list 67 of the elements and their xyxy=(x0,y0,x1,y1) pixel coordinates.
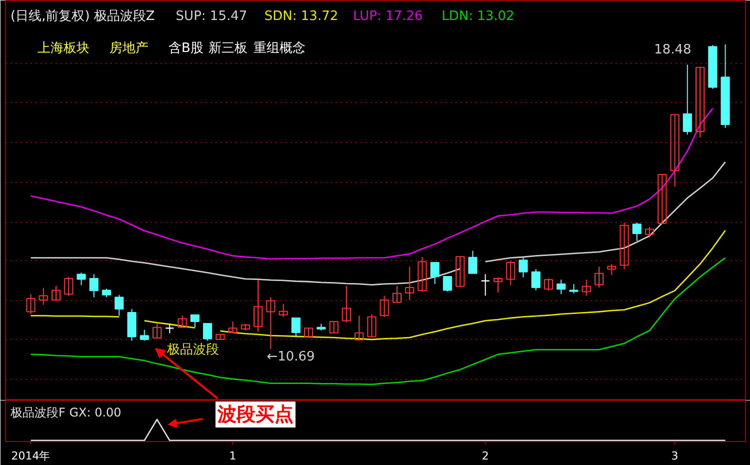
candlestick xyxy=(569,283,578,294)
candlestick xyxy=(51,285,61,301)
candlestick xyxy=(203,322,212,342)
candlestick xyxy=(114,294,124,316)
x-tick-label: 2 xyxy=(482,450,489,462)
candlestick xyxy=(456,256,465,287)
annotation: ←10.69 xyxy=(266,349,315,364)
candlestick xyxy=(304,328,314,338)
candlestick xyxy=(658,174,667,224)
candlestick xyxy=(178,315,187,328)
candlestick xyxy=(165,323,174,334)
candlestick xyxy=(89,274,98,298)
candlestick xyxy=(620,222,629,270)
candlestick xyxy=(405,266,414,301)
candlestick xyxy=(442,276,452,292)
candlestick xyxy=(468,250,478,274)
x-tick-label: 3 xyxy=(671,450,678,462)
annotation: 波段买点 xyxy=(216,404,294,426)
candlestick xyxy=(367,314,376,338)
text: LUP: 17.26 xyxy=(353,9,423,24)
x-tick-label: 2014年 xyxy=(11,450,50,462)
candlestick xyxy=(342,285,351,323)
candlestick xyxy=(670,114,680,188)
candlestick xyxy=(632,222,642,242)
candlestick xyxy=(430,262,440,284)
candlestick xyxy=(278,303,288,318)
candlestick xyxy=(38,287,48,306)
annotation: 房地产 xyxy=(110,40,148,56)
x-tick-label: 1 xyxy=(229,450,236,462)
candlestick xyxy=(76,272,86,286)
candlestick xyxy=(607,264,616,276)
candlestick xyxy=(26,294,36,315)
candlestick xyxy=(418,256,427,292)
chart-title: 极品波段F GX: 0.00 xyxy=(10,406,122,420)
candlestick xyxy=(152,323,162,338)
candlestick xyxy=(544,278,554,292)
annotation: 含B股 xyxy=(168,41,204,56)
candlestick xyxy=(380,295,389,318)
annotation: 18.48 xyxy=(654,42,692,58)
candlestick xyxy=(682,64,692,136)
candlestick xyxy=(140,329,149,342)
annotation: 重组概念 xyxy=(254,41,306,56)
candlestick xyxy=(531,268,540,291)
candlestick xyxy=(354,315,364,342)
text: SDN: 13.72 xyxy=(264,9,338,24)
candlestick xyxy=(64,276,74,297)
candlestick xyxy=(190,314,200,328)
text: LDN: 13.02 xyxy=(442,9,514,24)
candlestick xyxy=(518,256,528,278)
text: (日线,前复权) 极品波段Z xyxy=(10,9,155,24)
candlestick xyxy=(644,226,654,238)
candlestick xyxy=(392,285,402,303)
candlestick xyxy=(594,266,604,288)
annotation: 极品波段 xyxy=(166,342,220,358)
candlestick xyxy=(266,296,276,350)
candlestick xyxy=(696,66,705,138)
text: SUP: 15.47 xyxy=(176,9,248,24)
annotation: 新三板 xyxy=(208,41,248,56)
candlestick xyxy=(506,260,516,286)
candlestick xyxy=(493,276,503,294)
candlestick xyxy=(582,279,591,296)
candlestick xyxy=(254,280,263,332)
candlestick xyxy=(329,321,338,334)
candlestick xyxy=(228,321,238,333)
candlestick xyxy=(556,279,566,295)
annotation: 上海板块 xyxy=(38,41,90,56)
candlestick xyxy=(291,318,300,338)
